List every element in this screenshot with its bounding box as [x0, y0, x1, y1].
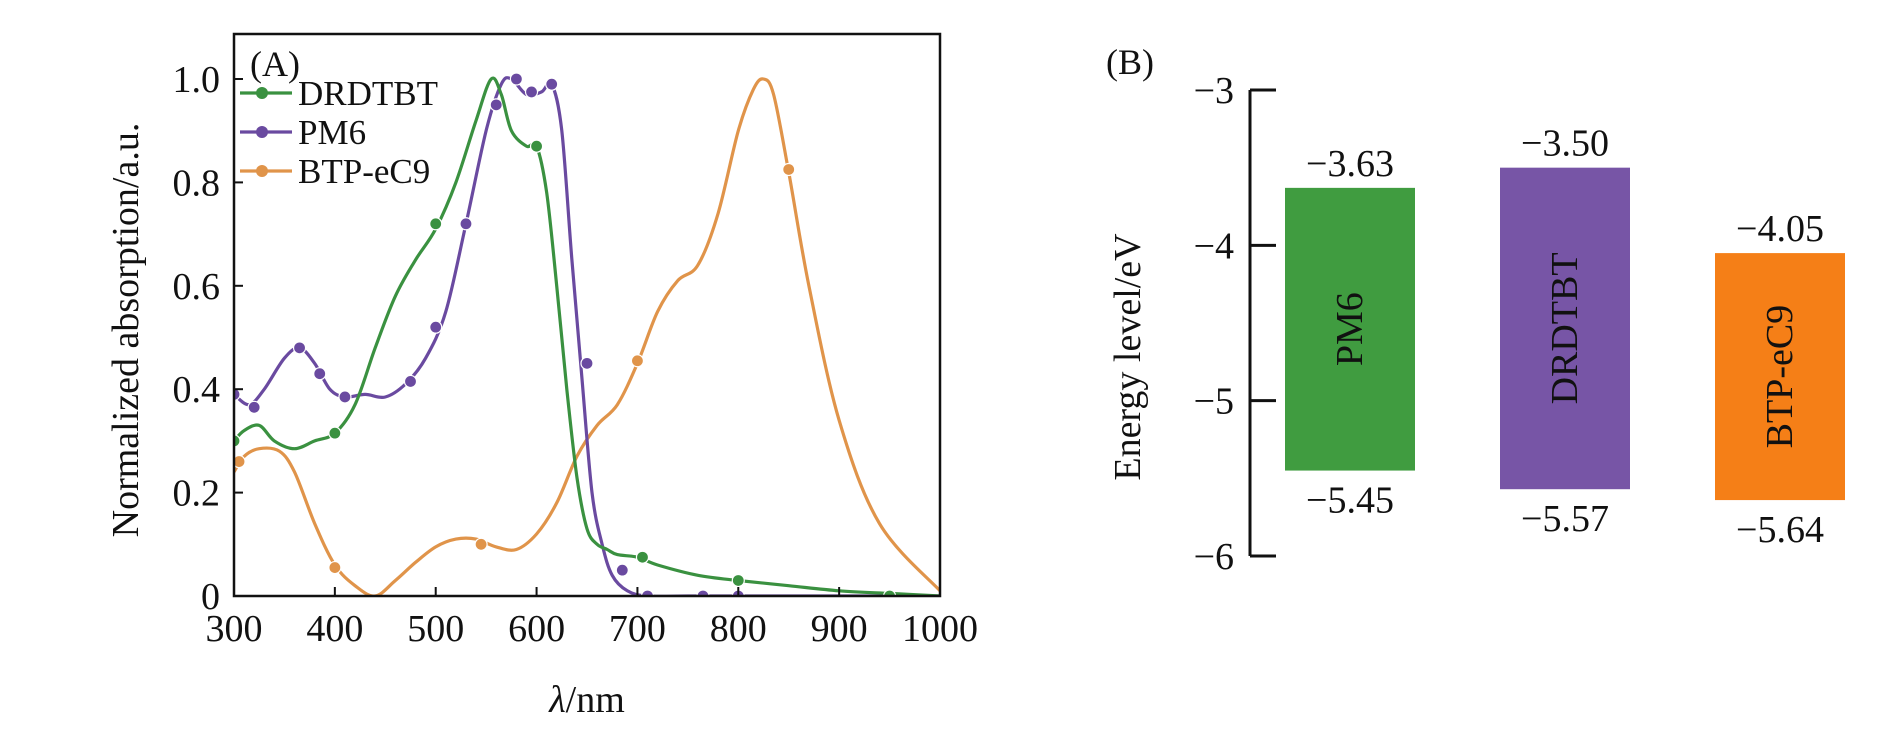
legend-label-btp-ec9: BTP-eC9: [298, 152, 430, 191]
data-point-pm6: [403, 374, 418, 389]
data-point-btp-ec9: [474, 537, 488, 551]
energy-tick-label: −6: [1194, 536, 1234, 578]
y-tick-label: 0.2: [173, 473, 221, 515]
x-tick-label: 800: [710, 608, 767, 650]
data-point-drdtbt: [882, 589, 897, 596]
data-point-pm6: [580, 356, 594, 370]
data-point-drdtbt: [635, 550, 650, 564]
series-group: [234, 72, 940, 596]
panel-a: 300 400 500 600 700 800 900 1000 0 0.2 0.4 0.6 0.8 1…: [105, 32, 978, 721]
x-axis-ticks: 300 400 500 600 700 800 900 1000: [206, 587, 978, 650]
data-point-pm6: [429, 320, 443, 334]
x-axis-label-unit: /nm: [566, 679, 625, 721]
x-axis-label: λ/nm: [548, 679, 625, 721]
x-tick-label: 300: [206, 608, 263, 650]
y-tick-label: 0.4: [173, 369, 221, 411]
energy-bar-pm6: [1285, 187, 1415, 471]
data-point-pm6: [615, 563, 629, 577]
x-tick-label: 500: [407, 608, 464, 650]
homo-label-drdtbt: −5.57: [1521, 498, 1609, 540]
x-tick-label: 900: [811, 608, 868, 650]
data-point-pm6: [234, 387, 241, 401]
y-tick-label: 1.0: [173, 59, 221, 101]
panel-b: (B) −3 −4 −5 −6 Energy level/eV PM6 −3.63 −5.…: [1106, 42, 1845, 578]
energy-tick-label: −4: [1194, 225, 1234, 267]
data-point-drdtbt: [328, 426, 342, 440]
x-tick-label: 400: [306, 608, 363, 650]
lumo-label-pm6: −3.63: [1306, 143, 1394, 185]
energy-tick-label: −3: [1194, 70, 1234, 112]
data-point-drdtbt: [529, 139, 544, 153]
legend-label-pm6: PM6: [298, 113, 366, 152]
y-tick-label: 0.8: [173, 162, 221, 204]
x-tick-label: 700: [609, 608, 666, 650]
homo-label-btp-ec9: −5.64: [1736, 509, 1824, 551]
lumo-label-drdtbt: −3.50: [1521, 123, 1609, 165]
legend-marker-btp-ec9: [256, 165, 268, 177]
data-point-btp-ec9: [630, 354, 645, 368]
data-point-btp-ec9: [234, 454, 246, 469]
data-point-pm6: [640, 589, 655, 596]
bar-name-drdtbt: DRDTBT: [1544, 252, 1586, 404]
data-point-pm6: [459, 217, 473, 231]
x-tick-label: 600: [508, 608, 565, 650]
y-axis-ticks: 0 0.2 0.4 0.6 0.8 1.0: [173, 59, 243, 618]
data-point-pm6: [292, 341, 307, 355]
panel-b-label: (B): [1106, 42, 1154, 82]
data-point-pm6: [545, 77, 559, 91]
data-point-btp-ec9: [782, 162, 796, 177]
energy-bar-btp-ec9: [1715, 253, 1845, 501]
energy-bar-drdtbt: [1500, 167, 1630, 490]
absorption-plot: [234, 72, 940, 596]
energy-axis-ticks: −3 −4 −5 −6: [1194, 70, 1276, 578]
y-tick-label: 0: [201, 576, 220, 618]
data-point-pm6: [338, 390, 352, 404]
data-point-drdtbt: [429, 217, 443, 231]
energy-axis-label: Energy level/eV: [1107, 233, 1149, 481]
data-point-pm6: [247, 400, 261, 414]
energy-tick-label: −5: [1194, 381, 1234, 423]
energy-bars: PM6 −3.63 −5.45 DRDTBT −3.50 −5.57 BTP-eC9 −4.0…: [1285, 123, 1845, 551]
y-axis-label: Normalized absorption/a.u.: [105, 123, 147, 538]
plot-a-frame: [232, 32, 942, 598]
bar-name-pm6: PM6: [1329, 292, 1371, 366]
data-point-pm6: [696, 589, 710, 596]
legend-marker-pm6: [256, 126, 268, 138]
lumo-label-btp-ec9: −4.05: [1736, 208, 1824, 250]
legend-marker-drdtbt: [256, 87, 268, 99]
x-axis-label-symbol: λ: [548, 679, 565, 721]
data-point-drdtbt: [731, 573, 745, 588]
data-point-pm6: [524, 85, 539, 99]
data-point-pm6: [313, 367, 327, 381]
data-point-pm6: [509, 72, 524, 86]
homo-label-pm6: −5.45: [1306, 480, 1394, 522]
data-point-drdtbt: [234, 434, 241, 448]
x-tick-label: 1000: [902, 608, 978, 650]
panel-a-label: (A): [250, 44, 300, 84]
y-tick-label: 0.6: [173, 266, 221, 308]
legend-label-drdtbt: DRDTBT: [298, 74, 438, 113]
data-point-pm6: [489, 98, 503, 112]
bar-name-btp-ec9: BTP-eC9: [1759, 305, 1801, 449]
data-point-btp-ec9: [328, 560, 342, 575]
